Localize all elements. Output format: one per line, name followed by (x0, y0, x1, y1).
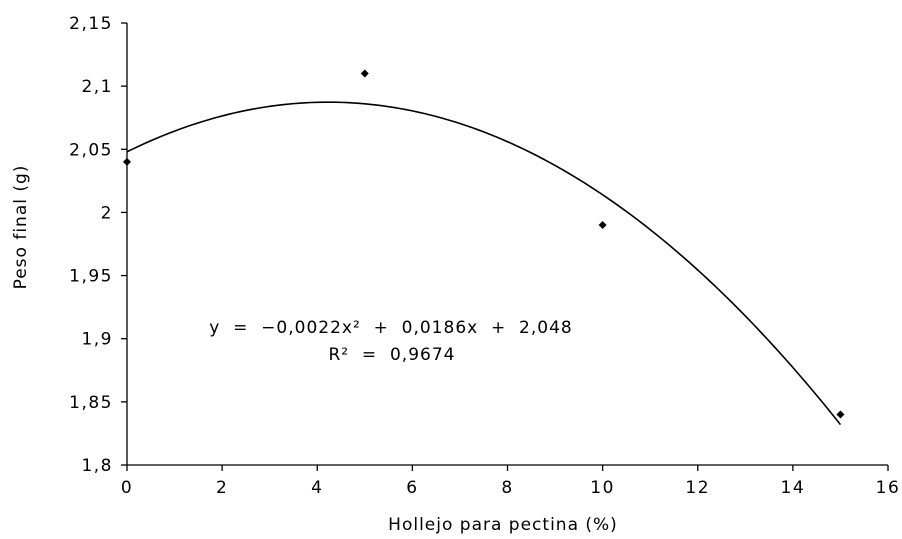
x-tick-label: 14 (781, 478, 806, 498)
x-tick-label: 4 (311, 478, 323, 498)
x-tick-label: 8 (501, 478, 513, 498)
data-point (598, 221, 607, 230)
y-tick-label: 2,15 (69, 14, 113, 34)
x-tick-label: 10 (590, 478, 615, 498)
x-tick-label: 12 (685, 478, 710, 498)
x-axis: 0 2 4 6 8 10 12 14 16 (121, 464, 901, 498)
x-axis-title: Hollejo para pectina (%) (388, 515, 618, 535)
trendline (126, 101, 842, 426)
y-tick-label: 2 (101, 203, 113, 223)
r-squared-label: R² = 0,9674 (329, 345, 456, 365)
x-tick-label: 6 (406, 478, 418, 498)
y-tick-label: 1,8 (81, 456, 113, 476)
data-point (836, 410, 845, 419)
y-tick-label: 1,9 (81, 330, 113, 350)
y-tick-label: 1,95 (69, 267, 113, 287)
y-axis-title: Peso final (g) (11, 165, 31, 290)
x-tick-label: 16 (876, 478, 901, 498)
data-points (123, 69, 845, 419)
data-point (360, 69, 369, 78)
y-axis: 1,8 1,85 1,9 1,95 2 2,05 2,1 2,15 (69, 14, 128, 476)
equation-label: y = −0,0022x² + 0,0186x + 2,048 (209, 318, 572, 338)
trendline-group (126, 101, 842, 426)
x-tick-label: 2 (216, 478, 228, 498)
x-tick-label: 0 (121, 478, 133, 498)
y-tick-label: 1,85 (69, 393, 113, 413)
y-tick-label: 2,05 (69, 140, 113, 160)
y-tick-label: 2,1 (81, 77, 113, 97)
data-point (123, 157, 131, 166)
